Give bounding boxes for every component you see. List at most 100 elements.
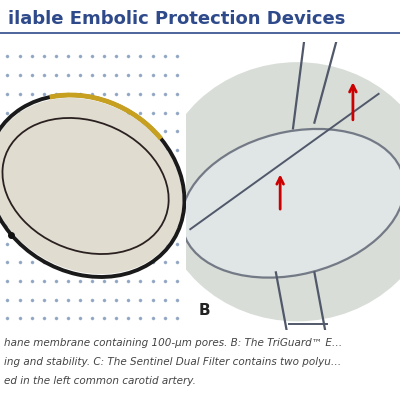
Point [16,72,23,78]
Point [65,240,71,247]
Point [174,128,180,134]
Point [28,184,35,191]
Point [101,147,107,153]
Point [65,128,71,134]
Point [16,184,23,191]
Point [125,184,132,191]
Point [101,296,107,303]
Point [162,222,168,228]
Point [52,128,59,134]
Point [28,147,35,153]
Point [28,166,35,172]
Point [77,109,83,116]
Point [65,109,71,116]
Point [77,128,83,134]
Point [28,53,35,60]
Point [16,278,23,284]
Point [113,296,120,303]
Point [113,109,120,116]
Point [162,166,168,172]
Point [89,278,95,284]
Point [16,203,23,209]
Point [113,315,120,322]
Point [149,109,156,116]
Point [113,259,120,266]
Point [28,128,35,134]
Point [4,203,11,209]
Point [40,184,47,191]
Point [28,315,35,322]
Point [52,222,59,228]
Point [174,72,180,78]
Point [101,259,107,266]
Point [137,278,144,284]
Point [162,278,168,284]
Point [137,203,144,209]
Point [40,109,47,116]
Point [77,72,83,78]
Point [65,203,71,209]
Point [137,184,144,191]
Point [137,259,144,266]
Point [101,91,107,97]
Point [52,147,59,153]
Point [65,278,71,284]
Point [40,166,47,172]
Point [113,184,120,191]
Point [65,222,71,228]
Point [40,203,47,209]
Point [137,53,144,60]
Point [125,91,132,97]
Point [174,259,180,266]
Point [101,72,107,78]
Point [89,128,95,134]
Point [113,222,120,228]
Point [162,184,168,191]
Point [149,240,156,247]
Point [28,222,35,228]
Point [162,240,168,247]
Point [113,166,120,172]
Point [174,109,180,116]
Point [125,128,132,134]
Point [174,240,180,247]
Point [4,222,11,228]
Point [65,72,71,78]
Point [113,72,120,78]
Point [149,184,156,191]
Point [4,91,11,97]
Point [40,72,47,78]
Point [77,259,83,266]
Point [137,91,144,97]
Point [162,259,168,266]
Point [52,109,59,116]
Point [40,315,47,322]
Ellipse shape [158,62,400,321]
Point [101,109,107,116]
Point [101,184,107,191]
Point [125,147,132,153]
Point [113,240,120,247]
Point [4,166,11,172]
Point [40,222,47,228]
Point [40,128,47,134]
Point [89,184,95,191]
Point [174,91,180,97]
Point [16,222,23,228]
Point [16,296,23,303]
Point [89,147,95,153]
Point [125,203,132,209]
Point [40,259,47,266]
Point [65,91,71,97]
Point [101,53,107,60]
Point [16,315,23,322]
Point [174,203,180,209]
Point [28,91,35,97]
Point [149,296,156,303]
Point [113,147,120,153]
Point [65,184,71,191]
Point [77,203,83,209]
Point [4,109,11,116]
Point [4,240,11,247]
Point [125,166,132,172]
